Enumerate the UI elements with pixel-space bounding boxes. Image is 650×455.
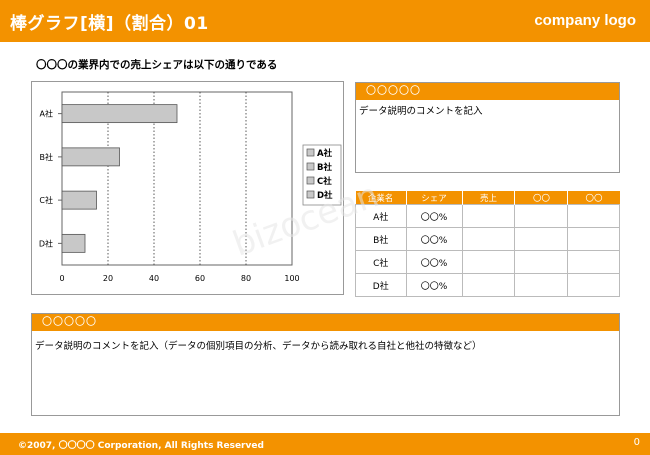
copyright-text: ©2007, 〇〇〇〇 Corporation, All Rights Rese… (18, 441, 264, 451)
comment-box: 〇〇〇〇〇 データ説明のコメントを記入 (355, 82, 620, 173)
y-category-label: B社 (40, 152, 54, 162)
table-header-row: 企業名 シェア 売上 〇〇 〇〇 (355, 191, 620, 205)
table-cell (567, 204, 620, 228)
bottom-comment-box: 〇〇〇〇〇 データ説明のコメントを記入（データの個別項目の分析、データから読み取… (31, 313, 620, 416)
table-header-cell: 〇〇 (567, 191, 620, 205)
table-cell (567, 273, 620, 297)
table-header-cell: 売上 (461, 191, 515, 205)
x-tick-label: 100 (284, 274, 299, 283)
table-cell (514, 273, 569, 297)
footer-bar: ©2007, 〇〇〇〇 Corporation, All Rights Rese… (0, 433, 650, 455)
table-cell (461, 204, 516, 228)
table-cell (461, 273, 516, 297)
bar (61, 147, 120, 167)
legend-swatch (306, 190, 315, 199)
y-category-label: D社 (39, 238, 53, 248)
table-cell (567, 227, 620, 251)
legend-label: C社 (317, 176, 332, 187)
x-tick-label: 20 (103, 274, 113, 283)
share-table: 企業名 シェア 売上 〇〇 〇〇 A社 〇〇% B社 〇〇% C社 〇〇% D社 〇〇% (355, 191, 620, 297)
headline: 〇〇〇の業界内での売上シェアは以下の通りである (36, 59, 278, 71)
table-body: A社 〇〇% B社 〇〇% C社 〇〇% D社 〇〇% (355, 204, 620, 297)
x-tick-label: 0 (59, 274, 64, 283)
bar (61, 190, 97, 210)
bottom-box-text: データ説明のコメントを記入（データの個別項目の分析、データから読み取れる自社と他… (35, 341, 482, 352)
table-header-cell: シェア (405, 191, 462, 205)
table-header-cell: 企業名 (355, 191, 406, 205)
bottom-box-heading: 〇〇〇〇〇 (32, 314, 619, 331)
table-row: D社 〇〇% (355, 273, 620, 297)
table-cell: 〇〇% (405, 204, 463, 228)
page-number: 0 (633, 437, 640, 448)
bar (61, 233, 86, 253)
table-cell: 〇〇% (405, 250, 463, 274)
legend-swatch (306, 176, 315, 185)
table-cell: C社 (355, 250, 407, 274)
table-header-cell: 〇〇 (514, 191, 568, 205)
bar-chart: 0 20 40 60 80 100 A社 B社 C社 D社 A社 B社 C社 D社 (39, 91, 342, 283)
x-tick-label: 80 (241, 274, 251, 283)
table-cell: D社 (355, 273, 407, 297)
comment-box-text: データ説明のコメントを記入 (359, 106, 483, 117)
header-bar: 棒グラフ[横]（割合）01 company logo (0, 0, 650, 42)
table-cell (567, 250, 620, 274)
table-row: B社 〇〇% (355, 227, 620, 251)
page-title: 棒グラフ[横]（割合）01 (10, 14, 209, 34)
comment-box-heading: 〇〇〇〇〇 (356, 83, 619, 100)
legend-swatch (306, 162, 315, 171)
table-cell (514, 227, 569, 251)
table-cell: A社 (355, 204, 407, 228)
table-cell (461, 250, 516, 274)
table-row: A社 〇〇% (355, 204, 620, 228)
table-row: C社 〇〇% (355, 250, 620, 274)
table-cell: B社 (355, 227, 407, 251)
bar-chart-panel: 0 20 40 60 80 100 A社 B社 C社 D社 A社 B社 C社 D社 (31, 81, 344, 295)
table-cell: 〇〇% (405, 273, 463, 297)
x-tick-label: 60 (195, 274, 205, 283)
legend-swatch (306, 148, 315, 157)
x-tick-label: 40 (149, 274, 159, 283)
table-cell (514, 204, 569, 228)
legend-label: D社 (317, 190, 333, 201)
y-category-label: A社 (40, 109, 53, 119)
table-cell: 〇〇% (405, 227, 463, 251)
table-cell (461, 227, 516, 251)
bar (61, 104, 178, 124)
company-logo: company logo (534, 12, 636, 29)
legend-label: B社 (317, 162, 332, 173)
y-category-label: C社 (39, 195, 53, 205)
legend-label: A社 (317, 148, 333, 159)
table-cell (514, 250, 569, 274)
